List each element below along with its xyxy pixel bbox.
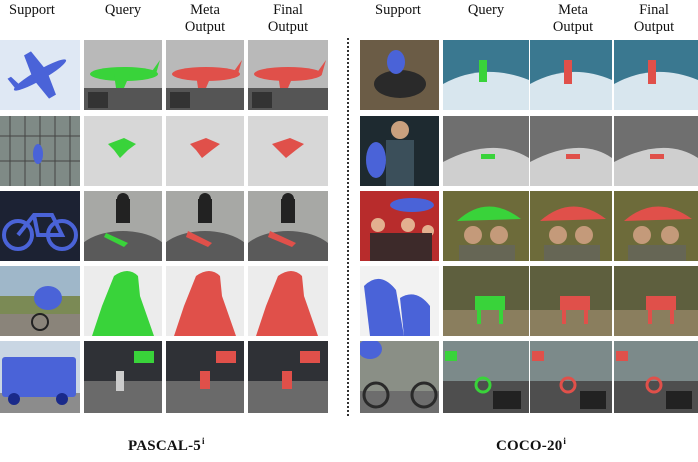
right-r3-support-image [360,191,439,261]
right-header-support: Support [375,2,421,18]
left-header-support: Support [9,2,55,18]
left-header-final-output: Final Output [267,2,309,35]
left-r2-final-output-image [248,116,328,186]
right-r2-final-output-image [614,116,698,186]
right-r5-final-output-image [614,341,698,413]
left-r1-query-image [84,40,162,110]
left-r4-meta-output-image [166,266,244,336]
left-r2-support-image [0,116,80,186]
left-r2-query-image [84,116,162,186]
right-r4-meta-output-image [530,266,612,336]
right-r5-meta-output-image [530,341,612,413]
right-r2-query-image [443,116,529,186]
left-r4-final-output-image [248,266,328,336]
right-header-final-output: Final Output [633,2,675,35]
left-r3-final-output-image [248,191,328,261]
right-r1-query-image [443,40,529,110]
left-r3-query-image [84,191,162,261]
left-r1-meta-output-image [166,40,244,110]
left-panel-caption: PASCAL-5i [128,436,205,454]
right-r5-support-image [360,341,439,413]
left-r5-query-image [84,341,162,413]
right-r4-support-image [360,266,439,336]
left-r2-meta-output-image [166,116,244,186]
left-r5-final-output-image [248,341,328,413]
right-header-query: Query [467,2,505,18]
right-r2-support-image [360,116,439,186]
left-r5-support-image [0,341,80,413]
right-r1-meta-output-image [530,40,612,110]
right-r1-final-output-image [614,40,698,110]
left-r5-meta-output-image [166,341,244,413]
panel-divider [347,38,349,416]
right-r5-query-image [443,341,529,413]
left-r3-meta-output-image [166,191,244,261]
right-r3-meta-output-image [530,191,612,261]
left-r4-query-image [84,266,162,336]
right-r1-support-image [360,40,439,110]
left-r1-support-image [0,40,80,110]
right-r4-final-output-image [614,266,698,336]
right-panel-caption: COCO-20i [496,436,567,454]
right-r2-meta-output-image [530,116,612,186]
right-r4-query-image [443,266,529,336]
left-r3-support-image [0,191,80,261]
right-r3-query-image [443,191,529,261]
left-header-meta-output: Meta Output [184,2,226,35]
right-header-meta-output: Meta Output [552,2,594,35]
right-r3-final-output-image [614,191,698,261]
left-header-query: Query [104,2,142,18]
left-r1-final-output-image [248,40,328,110]
left-r4-support-image [0,266,80,336]
